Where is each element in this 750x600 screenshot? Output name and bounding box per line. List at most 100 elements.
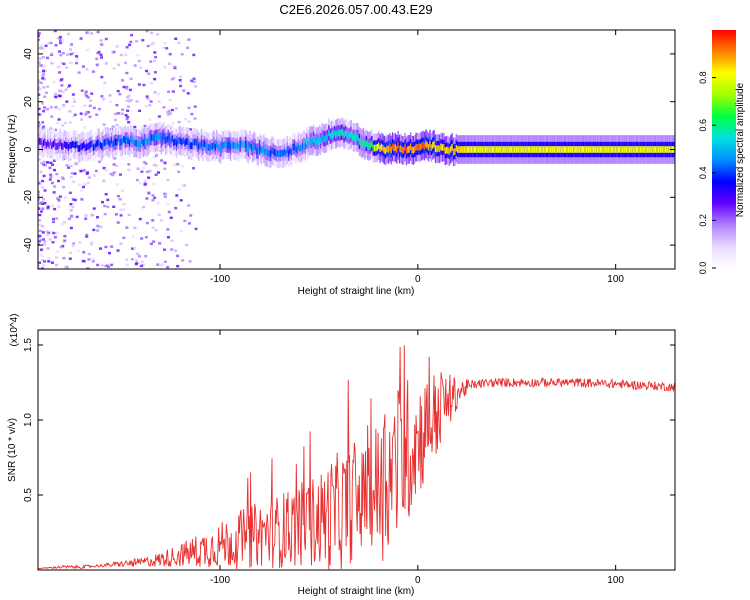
snr-x-label: Height of straight line (km) xyxy=(298,586,415,597)
noise-cell xyxy=(38,85,40,89)
ridge-cell xyxy=(157,133,160,141)
noise-cell xyxy=(47,260,51,263)
noise-cell xyxy=(167,90,171,93)
noise-cell xyxy=(57,118,61,121)
noise-cell xyxy=(190,112,194,116)
ridge-cell xyxy=(178,136,181,144)
noise-cell xyxy=(108,94,112,97)
noise-cell xyxy=(51,163,55,166)
noise-cell xyxy=(63,234,67,238)
ridge-cell xyxy=(653,146,656,153)
noise-cell xyxy=(83,104,87,107)
ridge-cell xyxy=(253,142,255,150)
ridge-cell xyxy=(569,146,571,153)
ridge-cell xyxy=(290,148,293,156)
noise-cell xyxy=(41,163,45,166)
noise-cell xyxy=(173,163,177,166)
noise-cell xyxy=(45,230,49,233)
ridge-cell xyxy=(391,143,394,151)
ridge-cell xyxy=(106,137,109,145)
noise-cell xyxy=(49,41,53,45)
ridge-cell xyxy=(195,138,197,146)
noise-cell xyxy=(154,164,158,167)
ridge-cell xyxy=(126,136,128,143)
ridge-cell xyxy=(235,142,237,150)
noise-cell xyxy=(115,183,119,186)
noise-cell xyxy=(40,267,44,269)
noise-cell xyxy=(187,38,191,41)
ridge-cell xyxy=(293,143,295,151)
ridge-cell xyxy=(412,146,415,154)
noise-cell xyxy=(100,75,104,79)
ridge-cell xyxy=(445,146,448,154)
ridge-cell xyxy=(620,146,622,153)
noise-cell xyxy=(69,226,73,230)
noise-cell xyxy=(71,104,75,108)
noise-cell xyxy=(52,220,56,224)
ridge-cell xyxy=(51,142,53,150)
noise-cell xyxy=(144,104,148,108)
noise-cell xyxy=(38,107,41,111)
ridge-cell xyxy=(364,141,366,149)
ridge-cell xyxy=(238,143,240,151)
ridge-cell xyxy=(72,140,74,148)
noise-cell xyxy=(52,159,56,162)
noise-cell xyxy=(86,267,90,269)
ridge-cell xyxy=(454,148,456,155)
noise-cell xyxy=(78,241,82,244)
ridge-cell xyxy=(185,138,187,145)
ridge-cell xyxy=(340,128,343,136)
ridge-cell xyxy=(221,141,223,149)
ridge-cell xyxy=(214,143,217,151)
ridge-cell xyxy=(228,141,230,149)
noise-cell xyxy=(62,256,66,260)
noise-cell xyxy=(166,266,170,269)
noise-cell xyxy=(158,242,162,245)
ridge-cell xyxy=(459,146,462,153)
noise-cell xyxy=(68,257,72,260)
ridge-cell xyxy=(239,141,241,148)
ridge-cell xyxy=(317,138,319,146)
noise-cell xyxy=(88,115,92,119)
ridge-cell xyxy=(301,143,304,150)
noise-cell xyxy=(90,92,94,95)
ridge-cell xyxy=(263,145,265,153)
ridge-cell xyxy=(655,146,657,153)
ridge-cell xyxy=(607,146,610,153)
noise-cell xyxy=(68,61,72,65)
noise-cell xyxy=(58,37,62,40)
noise-cell xyxy=(43,240,47,243)
noise-cell xyxy=(92,207,96,210)
noise-cell xyxy=(94,169,98,173)
ridge-cell xyxy=(498,146,500,153)
ridge-cell xyxy=(401,146,403,154)
noise-cell xyxy=(74,162,78,166)
ridge-cell xyxy=(396,145,398,153)
noise-cell xyxy=(72,180,76,183)
noise-cell xyxy=(171,90,175,93)
ridge-cell xyxy=(530,146,532,153)
ridge-cell xyxy=(589,146,592,153)
ridge-cell xyxy=(243,140,246,148)
ridge-cell xyxy=(289,147,291,155)
ridge-cell xyxy=(581,146,584,153)
ridge-cell xyxy=(494,146,496,153)
noise-cell xyxy=(108,100,112,104)
ridge-cell xyxy=(343,131,345,139)
ridge-cell xyxy=(448,148,451,155)
ridge-cell xyxy=(258,143,261,151)
noise-cell xyxy=(38,229,42,233)
ridge-cell xyxy=(288,149,290,157)
noise-cell xyxy=(42,160,46,164)
ridge-cell xyxy=(328,129,330,137)
ridge-cell xyxy=(84,144,86,152)
noise-cell xyxy=(112,67,116,70)
noise-cell xyxy=(138,182,142,185)
noise-cell xyxy=(65,164,69,167)
noise-cell xyxy=(139,264,143,268)
ridge-cell xyxy=(549,146,552,153)
noise-cell xyxy=(157,115,161,118)
ridge-cell xyxy=(556,146,559,153)
ridge-cell xyxy=(300,144,302,152)
ridge-cell xyxy=(468,146,470,153)
